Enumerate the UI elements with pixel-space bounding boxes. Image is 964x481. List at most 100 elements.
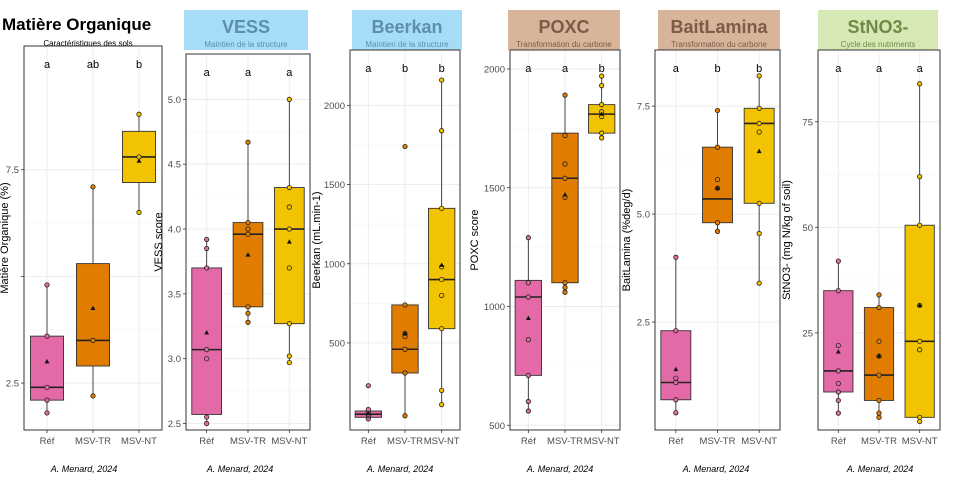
y-tick-label: 3.5 bbox=[168, 289, 181, 300]
box-Réf: a Réf bbox=[191, 67, 222, 447]
data-point bbox=[90, 393, 96, 399]
y-tick-label: 50 bbox=[802, 223, 813, 234]
data-point bbox=[439, 77, 445, 83]
data-point bbox=[562, 280, 568, 286]
x-tick-label: MSV-NT bbox=[424, 436, 460, 447]
panel-header-box bbox=[658, 10, 780, 50]
data-point bbox=[917, 81, 923, 87]
panel-subtitle: Maintien de la structure bbox=[204, 40, 288, 49]
data-point bbox=[673, 410, 679, 416]
x-tick-label: MSV-TR bbox=[230, 436, 266, 447]
panel-subtitle: Cycle des nutriments bbox=[841, 40, 916, 49]
x-tick-label: Réf bbox=[199, 436, 214, 447]
box-Réf: a Réf bbox=[660, 63, 692, 447]
box-MSV-TR: b MSV-TR bbox=[387, 63, 423, 447]
data-point bbox=[204, 414, 210, 420]
data-point bbox=[835, 397, 841, 404]
data-point bbox=[714, 176, 721, 183]
box-iqr bbox=[823, 290, 854, 393]
data-point bbox=[245, 231, 251, 237]
x-tick-label: MSV-NT bbox=[271, 436, 307, 447]
data-point bbox=[714, 107, 721, 114]
data-point bbox=[402, 413, 408, 419]
x-tick-label: Réf bbox=[361, 436, 376, 447]
data-point bbox=[525, 280, 531, 286]
data-point bbox=[876, 397, 882, 404]
mean-marker bbox=[599, 111, 605, 116]
x-tick-label: MSV-NT bbox=[584, 436, 620, 447]
data-point bbox=[245, 226, 251, 232]
data-point bbox=[876, 338, 882, 344]
y-tick-label: 5.0 bbox=[168, 95, 181, 106]
box-MSV-NT: b MSV-NT bbox=[121, 59, 157, 447]
significance-letter: ab bbox=[87, 59, 99, 71]
plot-frame bbox=[23, 45, 163, 431]
y-tick-label: 2.5 bbox=[637, 318, 650, 329]
panel-subtitle: Caractéristiques des sols bbox=[43, 39, 132, 48]
data-point bbox=[673, 375, 679, 381]
significance-letter: b bbox=[756, 63, 762, 75]
mean-marker bbox=[245, 252, 251, 257]
y-axis-label: StNO3- (mg N/kg of soil) bbox=[781, 180, 793, 300]
x-tick-label: MSV-TR bbox=[547, 436, 583, 447]
y-tick-label: 75 bbox=[802, 117, 813, 128]
x-tick-label: MSV-NT bbox=[121, 436, 157, 447]
mean-marker bbox=[673, 366, 679, 372]
panel-title: Matière Organique bbox=[2, 15, 151, 34]
x-tick-label: MSV-NT bbox=[741, 436, 777, 447]
y-axis-label: BaitLamina (%deg/d) bbox=[621, 189, 633, 292]
chart-panel-6: StNO3- Cycle des nutriments 25 50 75 a Réf a MSV… bbox=[781, 10, 941, 474]
significance-letter: a bbox=[917, 63, 924, 75]
data-point bbox=[204, 236, 210, 243]
data-point bbox=[876, 414, 882, 420]
panel-header-box bbox=[184, 10, 308, 50]
data-point bbox=[245, 139, 251, 145]
credit-text: A. Menard, 2024 bbox=[682, 464, 750, 474]
data-point bbox=[439, 276, 445, 283]
panel-header-box bbox=[352, 10, 462, 50]
data-point bbox=[204, 265, 210, 271]
data-point bbox=[365, 383, 371, 389]
data-point bbox=[876, 292, 882, 298]
credit-text: A. Menard, 2024 bbox=[206, 464, 274, 474]
y-axis-label: Matière Organique (%) bbox=[0, 182, 11, 293]
data-point bbox=[756, 120, 762, 127]
x-tick-label: MSV-TR bbox=[861, 436, 897, 447]
data-point bbox=[917, 414, 923, 420]
mean-marker bbox=[562, 192, 568, 197]
box-MSV-NT: a MSV-NT bbox=[271, 67, 307, 447]
x-tick-label: MSV-NT bbox=[902, 436, 938, 447]
y-tick-label: 500 bbox=[329, 338, 345, 349]
data-point bbox=[714, 220, 721, 226]
data-point bbox=[562, 289, 568, 295]
box-iqr bbox=[904, 224, 935, 418]
mean-marker bbox=[525, 315, 531, 320]
y-tick-label: 5.0 bbox=[637, 210, 650, 221]
panel-header-box bbox=[508, 10, 620, 50]
mean-marker bbox=[365, 410, 371, 415]
data-point bbox=[286, 321, 292, 327]
y-tick-label: 3.0 bbox=[168, 354, 181, 365]
y-tick-label: 7.5 bbox=[637, 102, 650, 113]
data-point bbox=[835, 368, 841, 374]
y-tick-label: 1000 bbox=[324, 259, 345, 270]
y-axis-label: POXC score bbox=[469, 209, 481, 270]
panel-title: Beerkan bbox=[371, 17, 442, 37]
x-tick-label: MSV-TR bbox=[387, 436, 423, 447]
data-point bbox=[90, 184, 96, 190]
data-point bbox=[599, 130, 605, 136]
data-point bbox=[562, 132, 568, 139]
chart-panel-5: BaitLamina Transformation du carbone 2.5 5.… bbox=[621, 10, 781, 474]
data-point bbox=[245, 310, 251, 316]
chart-panel-2: VESS Maintien de la structure 2.5 3.0 3.5 4.0… bbox=[153, 10, 311, 474]
mean-marker bbox=[756, 148, 762, 154]
data-point bbox=[439, 387, 445, 394]
data-point bbox=[525, 235, 531, 241]
y-tick-label: 2.5 bbox=[6, 379, 19, 390]
data-point bbox=[835, 389, 841, 395]
data-point bbox=[204, 356, 210, 362]
data-point bbox=[835, 258, 841, 264]
data-point bbox=[245, 319, 251, 325]
data-point bbox=[44, 333, 50, 339]
data-point bbox=[599, 83, 605, 89]
